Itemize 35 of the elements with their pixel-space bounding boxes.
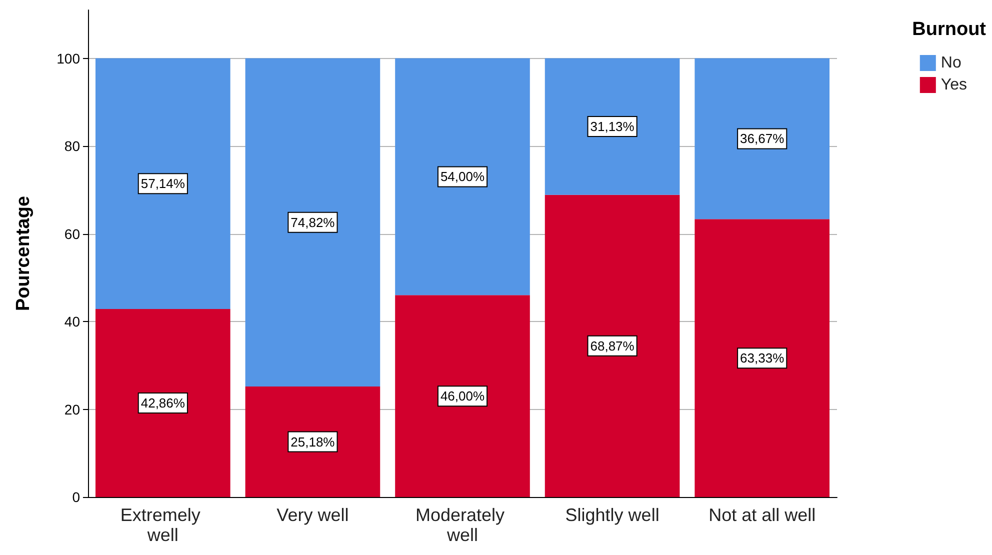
data-label: 42,86% [140, 395, 186, 410]
y-tick-label: 100 [56, 50, 80, 66]
bar [245, 386, 380, 497]
data-label: 31,13% [590, 119, 635, 134]
data-label: 57,14% [140, 176, 186, 192]
data-label: 68,87% [590, 338, 635, 354]
legend-title: Burnout [912, 19, 987, 40]
data-label: 36,67% [740, 131, 785, 146]
y-tick-label: 20 [64, 401, 80, 418]
bar [544, 194, 680, 497]
y-axis-title: Pourcentage [13, 196, 34, 312]
y-tick-label: 80 [64, 138, 80, 154]
x-tick-label: Not at all well [708, 505, 816, 525]
data-label: 54,00% [440, 169, 485, 184]
data-label: 63,33% [740, 350, 785, 366]
bar [694, 58, 830, 220]
bar [395, 295, 530, 497]
data-label: 74,82% [290, 214, 336, 230]
y-tick-label: 0 [72, 489, 80, 505]
x-tick-label: Moderately well [415, 505, 510, 545]
x-tick-label: Extremely well [120, 505, 206, 545]
data-label: 46,00% [440, 388, 485, 404]
bar [95, 308, 230, 497]
legend-label: Yes [940, 76, 968, 94]
bar [245, 58, 380, 387]
y-tick-label: 40 [64, 314, 80, 330]
x-tick-label: Slightly well [565, 505, 660, 525]
y-tick-label: 60 [64, 226, 80, 242]
data-label: 25,18% [290, 434, 336, 450]
legend-label: No [940, 54, 962, 72]
bar [544, 58, 680, 195]
bar [694, 219, 830, 497]
x-tick-label: Very well [276, 505, 349, 525]
bar [95, 58, 230, 309]
bar [395, 58, 530, 296]
